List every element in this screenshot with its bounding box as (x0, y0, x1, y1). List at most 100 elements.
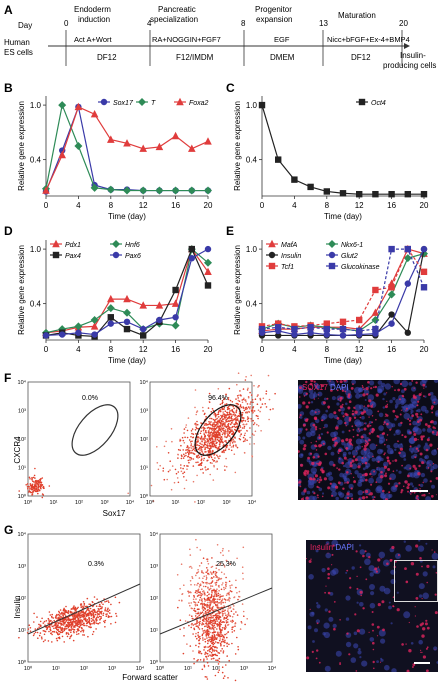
signal-dot (429, 464, 431, 466)
event-dot (210, 456, 213, 459)
event-dot (232, 446, 234, 448)
signal-dot (409, 445, 412, 448)
signal-dot (300, 430, 302, 432)
event-dot (190, 623, 193, 626)
event-dot (194, 604, 197, 607)
data-point (172, 314, 179, 321)
event-dot (190, 430, 193, 432)
event-dot (210, 577, 213, 580)
event-dot (195, 644, 197, 647)
signal-dot (384, 443, 386, 446)
event-dot (190, 591, 192, 594)
panel-label-b: B (4, 81, 13, 95)
signal-dot (433, 551, 436, 553)
signal-dot (322, 401, 326, 405)
signal-dot (421, 392, 423, 394)
event-dot (73, 605, 75, 607)
signal-dot (384, 474, 388, 478)
event-dot (205, 575, 208, 577)
signal-dot (316, 494, 319, 497)
data-point (90, 316, 99, 324)
data-point (204, 245, 212, 253)
signal-dot (373, 386, 375, 388)
event-dot (220, 409, 222, 411)
signal-dot (318, 461, 322, 465)
event-dot (208, 639, 210, 641)
event-dot (219, 403, 222, 406)
event-dot (225, 632, 228, 635)
signal-dot (429, 480, 432, 483)
event-dot (218, 569, 220, 571)
nucleus (359, 421, 364, 427)
legend-label: Pax4 (65, 253, 81, 260)
signal-dot (315, 449, 318, 451)
signal-dot (386, 456, 390, 460)
event-dot (233, 596, 235, 599)
signal-dot (345, 438, 349, 442)
event-dot (34, 483, 36, 486)
event-dot (95, 605, 98, 607)
event-dot (65, 624, 68, 626)
event-dot (97, 622, 100, 625)
event-dot (100, 613, 103, 615)
signal-dot (327, 576, 330, 580)
tick-label: 10¹ (50, 500, 58, 506)
event-dot (200, 438, 202, 440)
nucleus (388, 601, 391, 604)
event-dot (74, 622, 76, 624)
event-dot (72, 617, 75, 619)
signal-dot (360, 411, 364, 415)
factor-3: EGF (274, 35, 290, 44)
event-dot (198, 624, 201, 626)
event-dot (210, 651, 213, 654)
panel-label-e: E (226, 224, 234, 238)
day-tick-13: 13 (319, 19, 328, 28)
nucleus (412, 427, 417, 433)
data-point (155, 301, 164, 309)
event-dot (235, 421, 237, 424)
signal-dot (365, 489, 369, 494)
nucleus (403, 412, 411, 420)
signal-dot (397, 554, 400, 556)
event-dot (215, 418, 218, 421)
event-dot (212, 597, 215, 600)
event-dot (212, 639, 214, 642)
y-tick-label: 1.0 (246, 245, 258, 254)
event-dot (191, 440, 193, 442)
event-dot (194, 603, 196, 606)
nucleus (382, 397, 385, 401)
signal-dot (376, 625, 380, 629)
event-dot (226, 411, 229, 414)
event-dot (30, 484, 33, 487)
event-dot (262, 397, 265, 400)
event-dot (200, 435, 203, 438)
signal-dot (308, 560, 312, 563)
event-dot (67, 633, 70, 636)
event-dot (65, 605, 67, 608)
event-dot (274, 392, 276, 395)
nucleus (325, 552, 332, 559)
event-dot (72, 618, 75, 621)
event-dot (195, 413, 197, 416)
event-dot (213, 429, 215, 431)
event-dot (27, 487, 29, 490)
event-dot (66, 627, 68, 630)
event-dot (244, 440, 246, 442)
legend-label: T (151, 100, 156, 107)
signal-dot (435, 572, 438, 574)
event-dot (236, 395, 239, 397)
event-dot (28, 488, 31, 490)
data-point (388, 320, 395, 327)
event-dot (197, 634, 199, 636)
event-dot (100, 601, 103, 604)
event-dot (209, 587, 212, 590)
data-point (356, 316, 363, 324)
signal-dot (354, 458, 358, 462)
signal-dot (368, 399, 372, 403)
event-dot (182, 449, 184, 451)
event-dot (165, 440, 167, 443)
signal-dot (351, 497, 354, 500)
event-dot (37, 481, 39, 484)
event-dot (210, 655, 213, 657)
signal-dot (391, 545, 395, 550)
